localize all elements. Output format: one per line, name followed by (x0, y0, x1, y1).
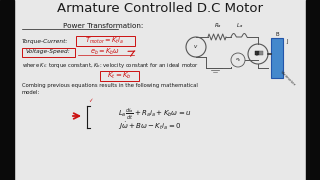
Text: Voltage-Speed:: Voltage-Speed: (26, 50, 70, 55)
Text: $\checkmark$: $\checkmark$ (88, 96, 94, 104)
Text: Armature Controlled D.C Motor: Armature Controlled D.C Motor (57, 3, 263, 15)
Text: $R_a$: $R_a$ (214, 22, 222, 30)
Text: 1: 1 (306, 173, 310, 179)
Text: where $K_t$: torque constant, $K_b$: velocity constant for an ideal motor: where $K_t$: torque constant, $K_b$: vel… (22, 62, 199, 71)
Text: $T_{motor} = K_t i_a$: $T_{motor} = K_t i_a$ (85, 36, 124, 46)
Bar (255, 51, 259, 55)
Text: $e_b = K_b\omega$: $e_b = K_b\omega$ (90, 47, 120, 57)
Text: J: J (286, 39, 288, 44)
Text: $v$: $v$ (193, 44, 199, 51)
Bar (0, 0, 14, 180)
Text: Combing previous equations results in the following mathematical: Combing previous equations results in th… (22, 84, 198, 89)
Text: Power Transformation:: Power Transformation: (63, 23, 143, 29)
Bar (259, 51, 263, 55)
Text: $K_t = K_b$: $K_t = K_b$ (107, 70, 132, 81)
Text: $L_a\frac{di_a}{dt} + R_a i_a + K_b\omega = u$: $L_a\frac{di_a}{dt} + R_a i_a + K_b\omeg… (118, 106, 192, 122)
Bar (271, 38, 283, 78)
Text: model:: model: (22, 89, 40, 94)
Text: $e_b$: $e_b$ (235, 56, 241, 64)
Text: Torque-Current:: Torque-Current: (22, 39, 68, 44)
Text: B: B (275, 33, 279, 37)
Text: $J\dot{\omega} + B\omega - K_t i_a = 0$: $J\dot{\omega} + B\omega - K_t i_a = 0$ (118, 120, 182, 132)
Bar (306, 0, 320, 180)
Text: $L_a$: $L_a$ (236, 22, 244, 30)
Text: $J$: $J$ (256, 50, 260, 59)
Text: Varimeter: Varimeter (279, 69, 297, 87)
